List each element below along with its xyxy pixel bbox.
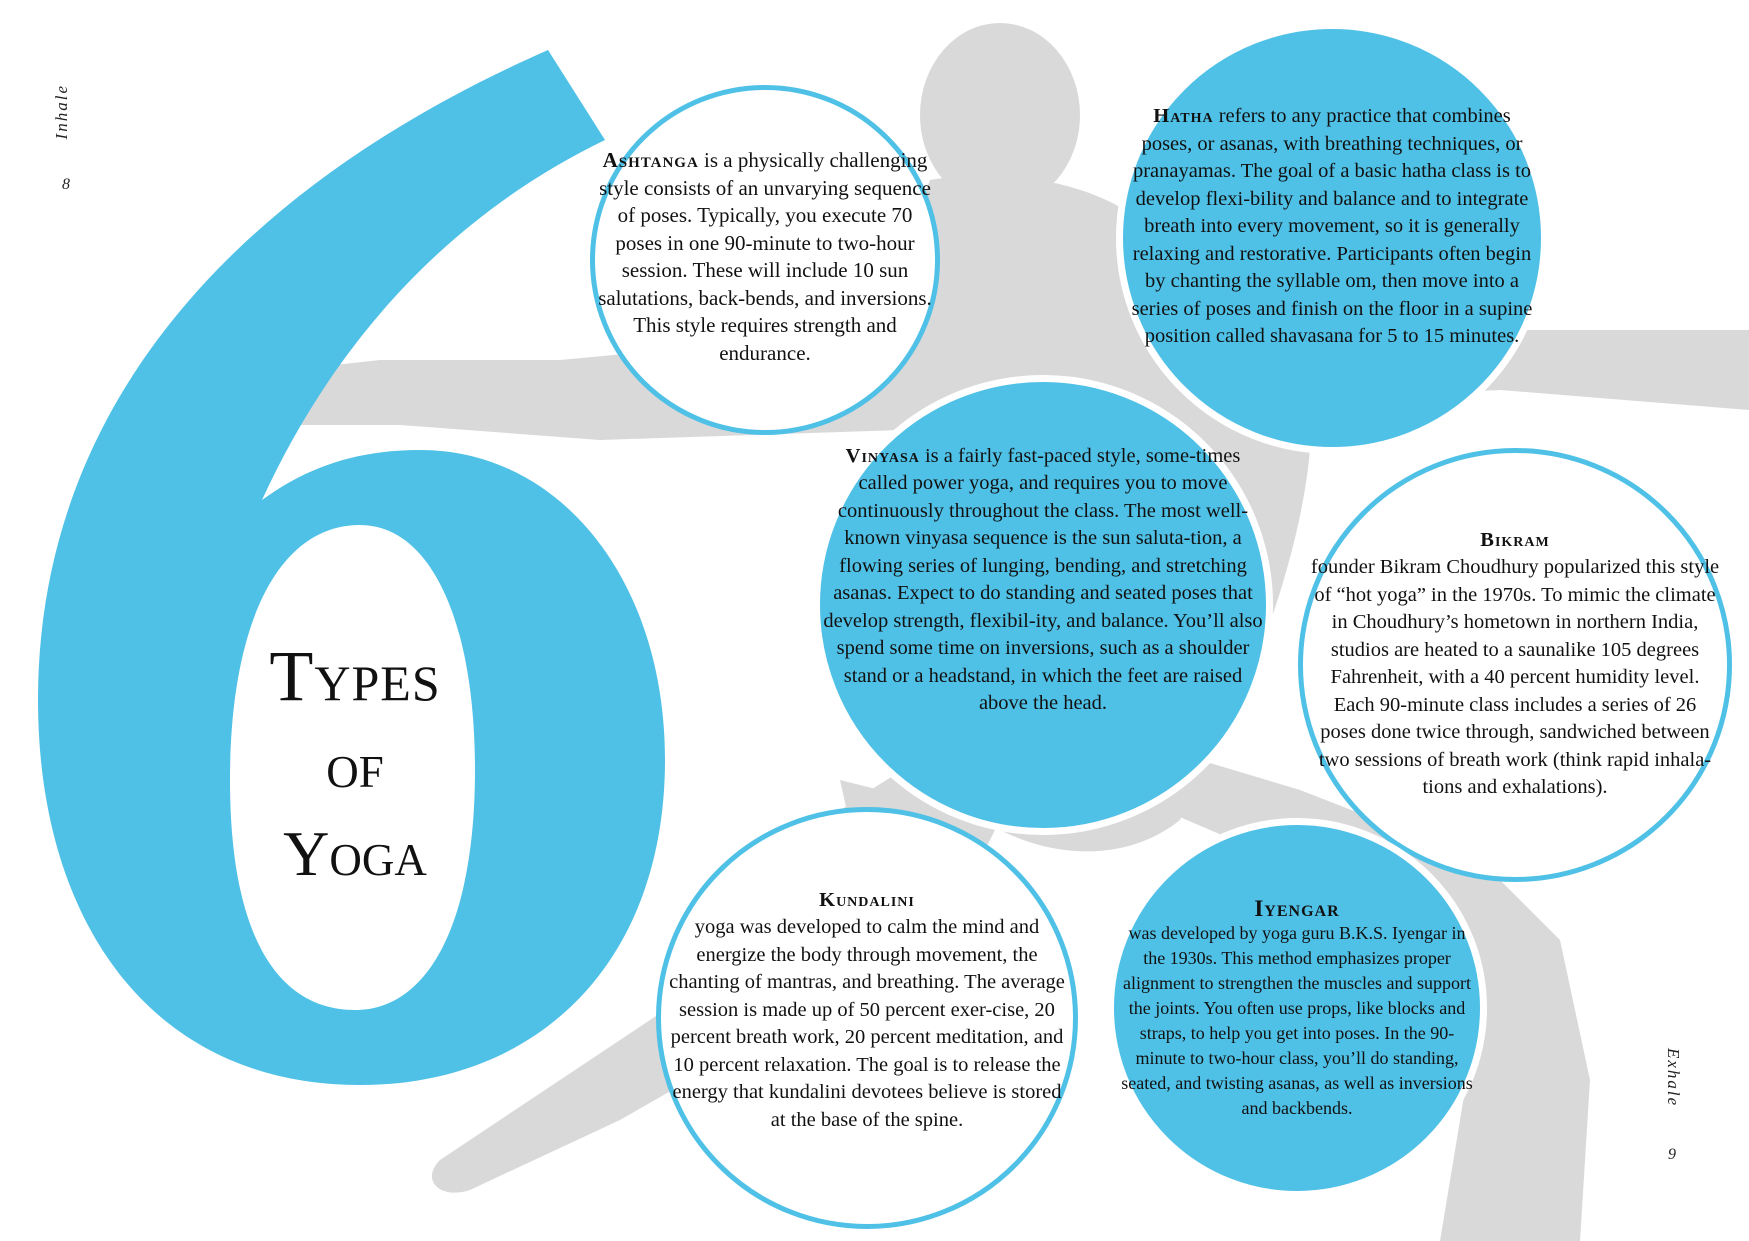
hatha-text: refers to any practice that combines pos… [1131, 105, 1533, 348]
hatha-description: Hatha refers to any practice that combin… [1127, 103, 1537, 351]
page-title: Types of Yoga [240, 640, 470, 886]
iyengar-description: Iyengar was developed by yoga guru B.K.S.… [1117, 896, 1477, 1121]
kundalini-circle: Kundalini yoga was developed to calm the … [656, 807, 1078, 1229]
ashtanga-text: is a physically challenging style consis… [598, 148, 932, 365]
page-number-left: 8 [62, 176, 72, 193]
kundalini-heading: Kundalini [819, 888, 915, 911]
ashtanga-heading: Ashtanga [602, 148, 699, 172]
bikram-text: founder Bikram Choudhury popularized thi… [1310, 556, 1720, 798]
page-number-right: 9 [1668, 1146, 1678, 1163]
hatha-circle: Hatha refers to any practice that combin… [1116, 22, 1548, 454]
iyengar-circle: Iyengar was developed by yoga guru B.K.S.… [1107, 818, 1487, 1198]
ashtanga-description: Ashtanga is a physically challenging sty… [595, 147, 935, 367]
kundalini-text: yoga was developed to calm the mind and … [669, 916, 1065, 1131]
vinyasa-text: is a fairly fast-paced style, some-times… [823, 444, 1263, 715]
running-head-left: Inhale [52, 84, 71, 140]
bikram-description: Bikram founder Bikram Choudhury populariz… [1310, 527, 1720, 802]
iyengar-heading: Iyengar [1254, 895, 1340, 921]
vinyasa-circle: Vinyasa is a fairly fast-paced style, so… [813, 375, 1273, 835]
vinyasa-heading: Vinyasa [845, 444, 920, 467]
hatha-heading: Hatha [1153, 105, 1214, 128]
title-line-types: Types [269, 636, 441, 716]
bikram-circle: Bikram founder Bikram Choudhury populariz… [1298, 448, 1732, 882]
ashtanga-circle: Ashtanga is a physically challenging sty… [590, 85, 940, 435]
kundalini-description: Kundalini yoga was developed to calm the … [667, 887, 1067, 1135]
iyengar-text: was developed by yoga guru B.K.S. Iyenga… [1121, 922, 1473, 1118]
running-head-right: Exhale [1664, 1048, 1683, 1108]
bikram-heading: Bikram [1480, 528, 1550, 551]
vinyasa-description: Vinyasa is a fairly fast-paced style, so… [823, 443, 1263, 718]
title-line-yoga: Yoga [283, 818, 427, 889]
title-line-of: of [326, 730, 384, 801]
